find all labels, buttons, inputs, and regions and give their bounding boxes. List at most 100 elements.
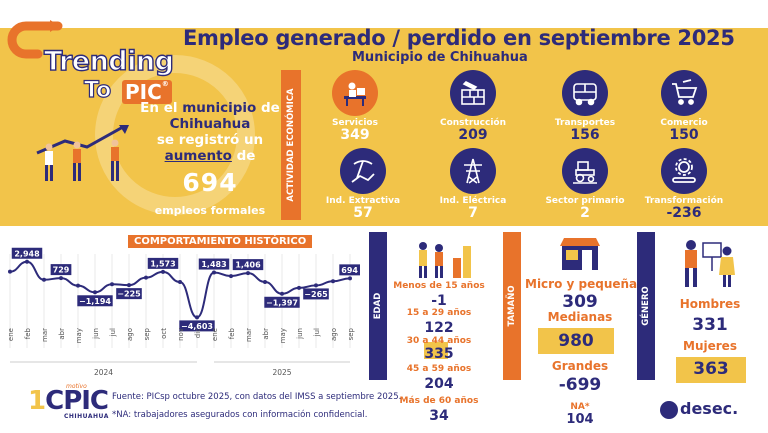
chart-data-label: 694 bbox=[341, 266, 358, 275]
chart-year-label: 2025 bbox=[272, 368, 291, 377]
sector-ind-extractiva: Ind. Extractiva 57 bbox=[308, 148, 418, 220]
size-group-value: 980 bbox=[558, 331, 594, 351]
chart-data-label-bg bbox=[50, 264, 72, 276]
size-highlight-box bbox=[538, 328, 614, 354]
chart-data-label-bg bbox=[147, 257, 179, 269]
chart-point bbox=[212, 270, 216, 275]
size-group-label: Micro y pequeñas bbox=[525, 277, 645, 291]
total-jobs-number: 694 bbox=[182, 168, 238, 197]
size-label: TAMAÑO bbox=[507, 285, 517, 327]
chart-tick-label: ago bbox=[330, 328, 338, 341]
sector-ind-electrica: Ind. Eléctrica 7 bbox=[418, 148, 528, 220]
trendingtopic-logo-icon bbox=[7, 20, 63, 59]
chart-data-label-bg bbox=[116, 288, 142, 300]
activity-label: ACTIVIDAD ECONÓMICA bbox=[286, 88, 296, 202]
chart-tick-label: feb bbox=[24, 327, 32, 339]
age-group-value: 204 bbox=[424, 376, 454, 392]
chart-tick-label: jul bbox=[109, 328, 117, 337]
size-group-label: Medianas bbox=[547, 310, 613, 324]
chart-data-label: 2,948 bbox=[14, 249, 40, 258]
desec-logo-text: desec. bbox=[680, 399, 739, 418]
chart-tick-label: sep bbox=[347, 327, 355, 340]
chart-point bbox=[178, 280, 182, 284]
chart-tick-label: nov bbox=[177, 328, 185, 341]
chart-tick-label: mar bbox=[245, 328, 253, 342]
chart-tick-label: ene bbox=[7, 328, 15, 341]
chart-point bbox=[195, 315, 199, 320]
chart-data-label-bg bbox=[264, 296, 300, 308]
chart-data-label: 1,406 bbox=[235, 261, 261, 270]
store-icon bbox=[560, 238, 600, 270]
age-group-value: -1 bbox=[431, 293, 447, 309]
sector-primario: Sector primario 2 bbox=[530, 148, 640, 220]
gender-group-value: 331 bbox=[692, 315, 728, 335]
chart-data-label: −265 bbox=[304, 290, 328, 299]
sector-transportes: Transportes 156 bbox=[530, 70, 640, 142]
sector-transformacion: Transformación -236 bbox=[629, 148, 739, 220]
chart-data-label: −1,194 bbox=[79, 297, 111, 306]
chart-point bbox=[8, 269, 12, 274]
age-highlight-box bbox=[424, 342, 448, 359]
chart-tick-label: jul bbox=[313, 328, 321, 337]
brand-to: To bbox=[83, 77, 112, 103]
office-worker-icon bbox=[332, 70, 378, 116]
na-note: *NA: trabajadores asegurados con informa… bbox=[112, 410, 368, 420]
age-group-value: 122 bbox=[424, 320, 454, 336]
age-people-bars-icon bbox=[419, 242, 471, 278]
sector-servicios: Servicios 349 bbox=[300, 70, 410, 142]
people-pushing-arrow-icon bbox=[36, 125, 129, 181]
chart-tick-label: may bbox=[75, 328, 83, 343]
chart-tick-label: may bbox=[279, 328, 287, 343]
page-subtitle: Municipio de Chihuahua bbox=[352, 50, 528, 65]
chart-data-label-bg bbox=[179, 320, 215, 332]
chart-point bbox=[59, 276, 63, 281]
chart-data-label-bg bbox=[339, 264, 360, 276]
bus-icon bbox=[562, 70, 608, 116]
chart-point bbox=[314, 283, 318, 288]
motivo-pic-logo: 1CPIC bbox=[28, 386, 109, 416]
desec-logo-icon bbox=[660, 401, 678, 419]
logo-motive: motivo bbox=[66, 383, 87, 390]
sector-construccion: Construcción 209 bbox=[418, 70, 528, 142]
chart-data-label-bg bbox=[11, 247, 43, 259]
chart-point bbox=[229, 274, 233, 279]
chart-year-label: 2024 bbox=[94, 368, 113, 377]
size-group-value: 309 bbox=[562, 292, 598, 312]
chart-tick-label: ene bbox=[211, 328, 219, 341]
chart-data-label-bg bbox=[77, 295, 113, 307]
chart-point bbox=[161, 269, 165, 274]
age-group-label: 15 a 29 años bbox=[406, 308, 472, 318]
size-group-label: Grandes bbox=[551, 359, 609, 373]
gender-group-value: 363 bbox=[693, 359, 729, 379]
gender-highlight-box bbox=[676, 357, 746, 383]
size-group-value: 104 bbox=[566, 412, 594, 427]
chart-tick-label: jun bbox=[92, 328, 100, 340]
chart-point bbox=[263, 280, 267, 284]
chart-tick-label: jun bbox=[296, 328, 304, 340]
brand-trending: Trending bbox=[43, 45, 174, 77]
age-group-label: 30 a 44 años bbox=[406, 336, 472, 346]
chart-point bbox=[144, 275, 148, 280]
brand-pic: PIC® bbox=[122, 80, 172, 104]
age-group-label: Más de 60 años bbox=[399, 396, 479, 406]
source-note: Fuente: PICsp octubre 2025, con datos de… bbox=[112, 392, 402, 402]
gender-label: GÉNERO bbox=[641, 286, 651, 326]
age-label: EDAD bbox=[373, 292, 383, 320]
chart-tick-label: mar bbox=[41, 328, 49, 342]
chart-point bbox=[76, 283, 80, 288]
activity-label-bar: ACTIVIDAD ECONÓMICA bbox=[281, 70, 301, 220]
brick-wall-icon bbox=[450, 70, 496, 116]
chart-data-label: −225 bbox=[117, 290, 141, 299]
size-group-value: -699 bbox=[558, 375, 602, 395]
chart-tick-label: feb bbox=[228, 327, 236, 339]
logo-subtitle: CHIHUAHUA bbox=[64, 413, 109, 420]
age-group-label: Menos de 15 años bbox=[393, 281, 485, 291]
size-group-label: NA* bbox=[570, 402, 590, 412]
chart-point bbox=[297, 285, 301, 290]
chart-point bbox=[246, 271, 250, 276]
age-group-label: 45 a 59 años bbox=[406, 364, 472, 374]
intro-text: En el municipio de Chihuahua se registró… bbox=[140, 100, 280, 164]
chart-tick-label: ago bbox=[126, 328, 134, 341]
age-group-value: 34 bbox=[429, 408, 449, 424]
chart-data-label: −1,397 bbox=[266, 298, 298, 307]
